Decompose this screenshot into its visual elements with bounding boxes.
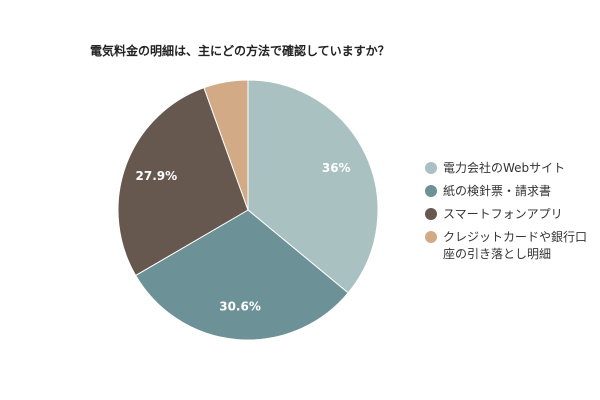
- pie-slice: [247, 79, 379, 294]
- pie-slice: [203, 79, 249, 211]
- slice-label: 27.9%: [136, 169, 178, 183]
- legend-item: 紙の検針票・請求書: [425, 183, 595, 200]
- legend-label: スマートフォンアプリ: [443, 207, 563, 221]
- legend-swatch: [425, 208, 437, 220]
- pie-slice: [117, 87, 249, 277]
- legend-label: 電力会社のWebサイト: [443, 161, 566, 175]
- pie-slice: [135, 209, 349, 341]
- legend-swatch: [425, 231, 437, 243]
- legend-item: 電力会社のWebサイト: [425, 160, 595, 177]
- legend-item: スマートフォンアプリ: [425, 206, 595, 223]
- legend-swatch: [425, 185, 437, 197]
- legend: 電力会社のWebサイト 紙の検針票・請求書 スマートフォンアプリクレジットカードや銀…: [425, 160, 595, 269]
- chart-title: 電気料金の明細は、主にどの方法で確認していますか？: [90, 44, 390, 58]
- slice-label: 30.6%: [219, 300, 261, 314]
- legend-item: クレジットカードや銀行口座の引き落とし明細: [425, 229, 595, 263]
- legend-swatch: [425, 162, 437, 174]
- slice-label: 36%: [322, 161, 351, 175]
- legend-label: クレジットカードや銀行口座の引き落とし明細: [443, 230, 588, 261]
- legend-label: 紙の検針票・請求書: [443, 184, 552, 198]
